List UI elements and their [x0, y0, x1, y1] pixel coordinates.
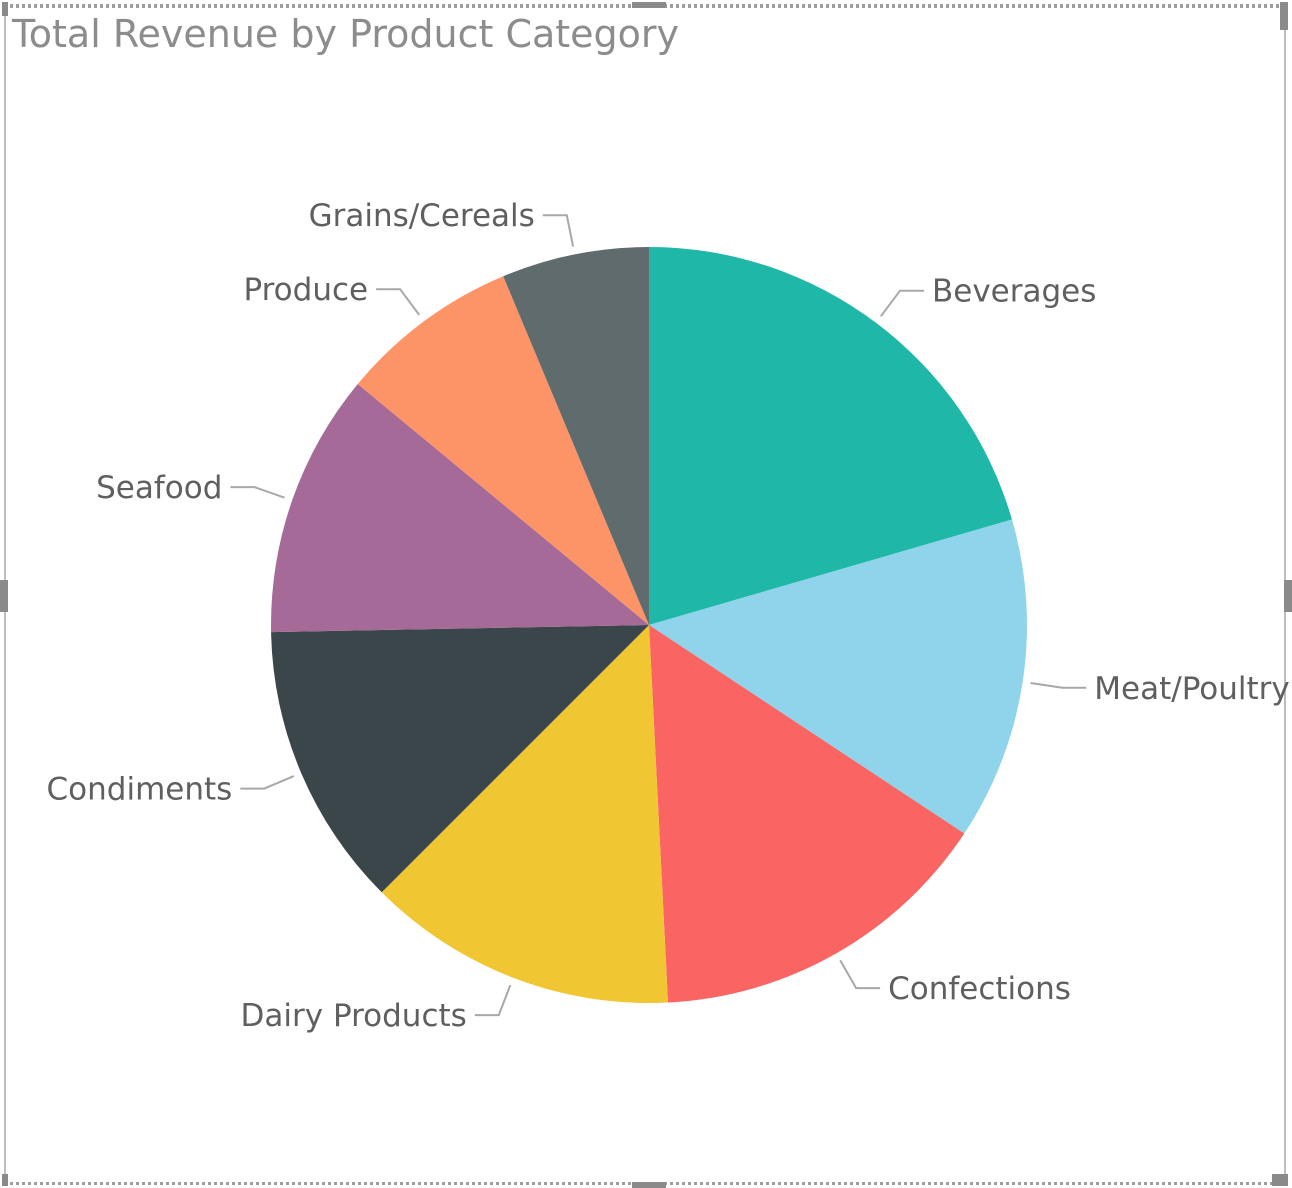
leader-line-seafood: [230, 486, 285, 499]
pie-slice-beverages[interactable]: [649, 247, 1012, 625]
leader-line-dairy-products: [474, 984, 512, 1017]
slice-label-produce: Produce: [243, 272, 368, 308]
slice-label-beverages: Beverages: [932, 274, 1096, 310]
pie-slice-condiments[interactable]: [271, 625, 649, 893]
pie-slice-confections[interactable]: [649, 625, 965, 1003]
slice-label-meat-poultry: Meat/Poultry: [1094, 671, 1289, 707]
slice-label-dairy-products: Dairy Products: [241, 998, 467, 1034]
leader-line-grains-cereals: [542, 214, 575, 247]
resize-handle-middle-left[interactable]: [0, 580, 8, 612]
resize-handle-middle-right[interactable]: [1284, 580, 1292, 612]
leader-line-meat-poultry: [1030, 682, 1087, 689]
leader-line-beverages: [879, 289, 924, 317]
resize-handle-bottom-right[interactable]: [1272, 1174, 1288, 1186]
pie-leader-lines: [230, 214, 1087, 1017]
pie-slice-grains-cereals[interactable]: [503, 247, 649, 625]
pie-labels: Beverages Meat/Poultry Confections Dairy Pr…: [47, 198, 1290, 1034]
slice-label-seafood: Seafood: [96, 470, 222, 506]
slice-label-confections: Confections: [888, 971, 1071, 1007]
pie-slice-dairy-products[interactable]: [381, 625, 668, 1003]
leader-line-confections: [839, 959, 881, 990]
chart-title: Total Revenue by Product Category: [12, 12, 680, 56]
resize-handle-top-center[interactable]: [632, 2, 666, 8]
slice-label-grains-cereals: Grains/Cereals: [309, 198, 535, 234]
pie-slice-produce[interactable]: [357, 276, 649, 625]
resize-handle-bottom-center[interactable]: [632, 1182, 666, 1188]
pie-slice-meat-poultry[interactable]: [649, 519, 1027, 834]
leader-line-condiments: [240, 775, 295, 790]
pie-slice-seafood[interactable]: [271, 384, 649, 633]
resize-handle-bottom-left[interactable]: [2, 1174, 8, 1186]
resize-handle-top-left[interactable]: [2, 2, 8, 16]
slice-label-condiments: Condiments: [47, 772, 233, 808]
resize-handle-top-right[interactable]: [1280, 2, 1288, 30]
pie-slices: [271, 247, 1027, 1003]
leader-line-produce: [376, 288, 421, 316]
